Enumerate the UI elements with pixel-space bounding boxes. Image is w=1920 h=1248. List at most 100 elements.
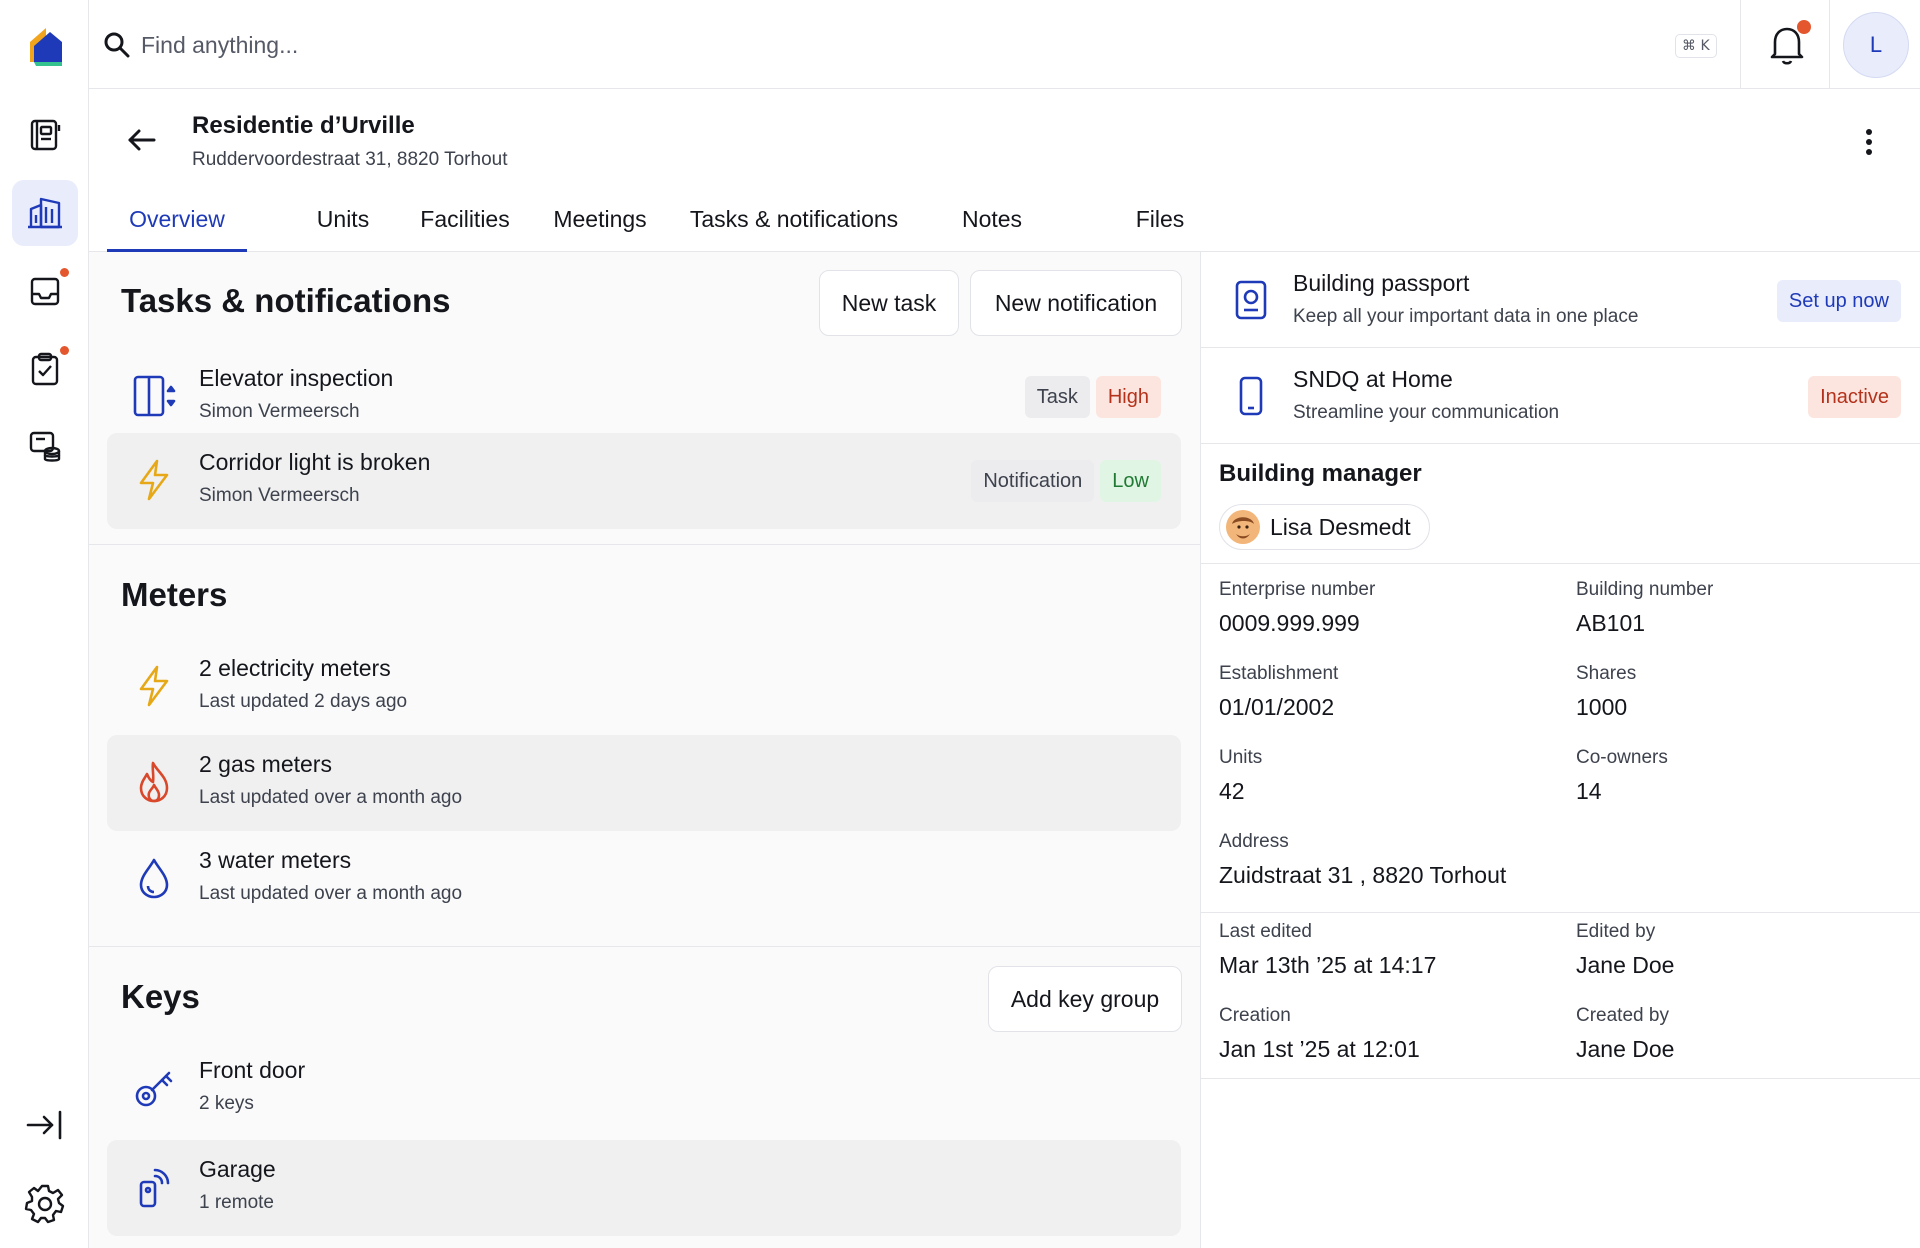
shares-value: 1000	[1576, 694, 1628, 720]
settings-gear-icon[interactable]	[24, 1182, 66, 1224]
user-avatar[interactable]: L	[1843, 12, 1909, 78]
enterprise-number-label: Enterprise number	[1219, 579, 1376, 600]
promo-subtitle: Streamline your communication	[1293, 402, 1560, 423]
sndq-at-home-card[interactable]: SNDQ at Home Streamline your communicati…	[1201, 348, 1920, 444]
key-row[interactable]: Garage 1 remote	[107, 1140, 1181, 1236]
enterprise-number-value: 0009.999.999	[1219, 610, 1360, 636]
tab-meetings[interactable]: Meetings	[553, 206, 647, 232]
task-title: Corridor light is broken	[199, 449, 431, 475]
meter-title: 3 water meters	[199, 847, 352, 873]
remote-icon	[139, 1168, 170, 1208]
last-edited-value: Mar 13th ’25 at 14:17	[1219, 952, 1437, 978]
divider	[89, 946, 1200, 947]
edited-by-value: Jane Doe	[1576, 952, 1675, 978]
expand-sidebar-icon[interactable]	[24, 1104, 66, 1146]
search-icon	[104, 32, 130, 58]
bell-icon[interactable]	[1763, 20, 1811, 68]
manager-chip[interactable]: Lisa Desmedt	[1219, 504, 1430, 550]
overview-main: Tasks & notifications New task New notif…	[89, 252, 1200, 1248]
key-count: 2 keys	[199, 1093, 254, 1114]
promo-title: Building passport	[1293, 270, 1470, 296]
nav-buildings[interactable]	[12, 180, 78, 246]
new-notification-button[interactable]: New notification	[970, 270, 1182, 336]
status-badge: Inactive	[1808, 376, 1901, 418]
meter-title: 2 electricity meters	[199, 655, 391, 681]
notebook-icon	[30, 119, 61, 151]
building-manager-heading: Building manager	[1219, 460, 1422, 487]
nav-tasks[interactable]	[12, 336, 78, 402]
address-value: Zuidstraat 31 , 8820 Torhout	[1219, 862, 1507, 888]
task-title: Elevator inspection	[199, 365, 394, 391]
meter-updated: Last updated 2 days ago	[199, 691, 408, 712]
promo-subtitle: Keep all your important data in one plac…	[1293, 306, 1639, 327]
nav-documents[interactable]	[12, 102, 78, 168]
units-value: 42	[1219, 778, 1245, 804]
page-subtitle: Ruddervoordestraat 31, 8820 Torhout	[192, 149, 508, 170]
new-task-button[interactable]: New task	[819, 270, 959, 336]
meter-updated: Last updated over a month ago	[199, 787, 463, 808]
app-logo[interactable]	[22, 22, 68, 68]
last-edited-label: Last edited	[1219, 921, 1312, 942]
tab-facilities[interactable]: Facilities	[420, 206, 510, 232]
units-label: Units	[1219, 747, 1263, 768]
establishment-label: Establishment	[1219, 663, 1339, 684]
elevator-icon	[133, 375, 176, 417]
key-title: Garage	[199, 1156, 276, 1182]
meter-updated: Last updated over a month ago	[199, 883, 463, 904]
promo-title: SNDQ at Home	[1293, 366, 1453, 392]
priority-badge: Low	[1100, 460, 1161, 502]
created-by-label: Created by	[1576, 1005, 1669, 1026]
lightning-icon	[139, 665, 169, 707]
meter-row[interactable]: 2 electricity meters Last updated 2 days…	[107, 639, 1181, 735]
top-bar: ⌘ K L	[89, 0, 1920, 89]
nav-finance[interactable]	[12, 414, 78, 480]
type-badge: Task	[1024, 376, 1090, 418]
co-owners-label: Co-owners	[1576, 747, 1668, 768]
created-by-value: Jane Doe	[1576, 1036, 1675, 1062]
key-title: Front door	[199, 1057, 306, 1083]
co-owners-value: 14	[1576, 778, 1602, 804]
divider	[1829, 0, 1830, 89]
tab-tasks-notifications[interactable]: Tasks & notifications	[689, 206, 899, 232]
manager-avatar	[1226, 510, 1260, 544]
key-count: 1 remote	[199, 1192, 274, 1213]
inbox-icon	[30, 277, 60, 306]
passport-icon	[1235, 280, 1267, 320]
priority-badge: High	[1095, 376, 1161, 418]
tab-bar: Overview Units Facilities Meetings Tasks…	[89, 196, 1920, 252]
building-number-label: Building number	[1576, 579, 1714, 600]
key-icon	[135, 1071, 173, 1107]
shares-label: Shares	[1576, 663, 1637, 684]
water-drop-icon	[139, 858, 169, 899]
add-key-group-button[interactable]: Add key group	[988, 966, 1182, 1032]
building-passport-card[interactable]: Building passport Keep all your importan…	[1201, 252, 1920, 348]
global-search[interactable]	[103, 22, 1723, 68]
tab-overview[interactable]: Overview	[107, 196, 247, 252]
divider	[1201, 563, 1920, 564]
key-row[interactable]: Front door 2 keys	[107, 1041, 1181, 1137]
type-badge: Notification	[971, 460, 1095, 502]
more-options-icon[interactable]	[1854, 124, 1884, 160]
nav-inbox[interactable]	[12, 258, 78, 324]
creation-label: Creation	[1219, 1005, 1291, 1026]
meter-row[interactable]: 2 gas meters Last updated over a month a…	[107, 735, 1181, 831]
notification-dot	[60, 346, 69, 355]
tab-units[interactable]: Units	[316, 206, 370, 232]
divider	[1740, 0, 1741, 89]
keys-section-title: Keys	[121, 978, 200, 1015]
address-label: Address	[1219, 831, 1289, 852]
tasks-section-title: Tasks & notifications	[121, 282, 451, 319]
tab-notes[interactable]: Notes	[961, 206, 1023, 232]
back-arrow-icon[interactable]	[124, 122, 160, 158]
search-input[interactable]	[141, 31, 1441, 59]
edited-by-label: Edited by	[1576, 921, 1656, 942]
task-row[interactable]: Corridor light is broken Simon Vermeersc…	[107, 433, 1181, 529]
tab-files[interactable]: Files	[1135, 206, 1185, 232]
task-row[interactable]: Elevator inspection Simon Vermeersch Tas…	[107, 349, 1181, 445]
task-assignee: Simon Vermeersch	[199, 485, 360, 506]
divider	[1201, 1078, 1920, 1079]
meters-section-title: Meters	[121, 576, 228, 613]
meter-title: 2 gas meters	[199, 751, 332, 777]
set-up-now-button[interactable]: Set up now	[1776, 280, 1901, 322]
meter-row[interactable]: 3 water meters Last updated over a month…	[107, 831, 1181, 927]
